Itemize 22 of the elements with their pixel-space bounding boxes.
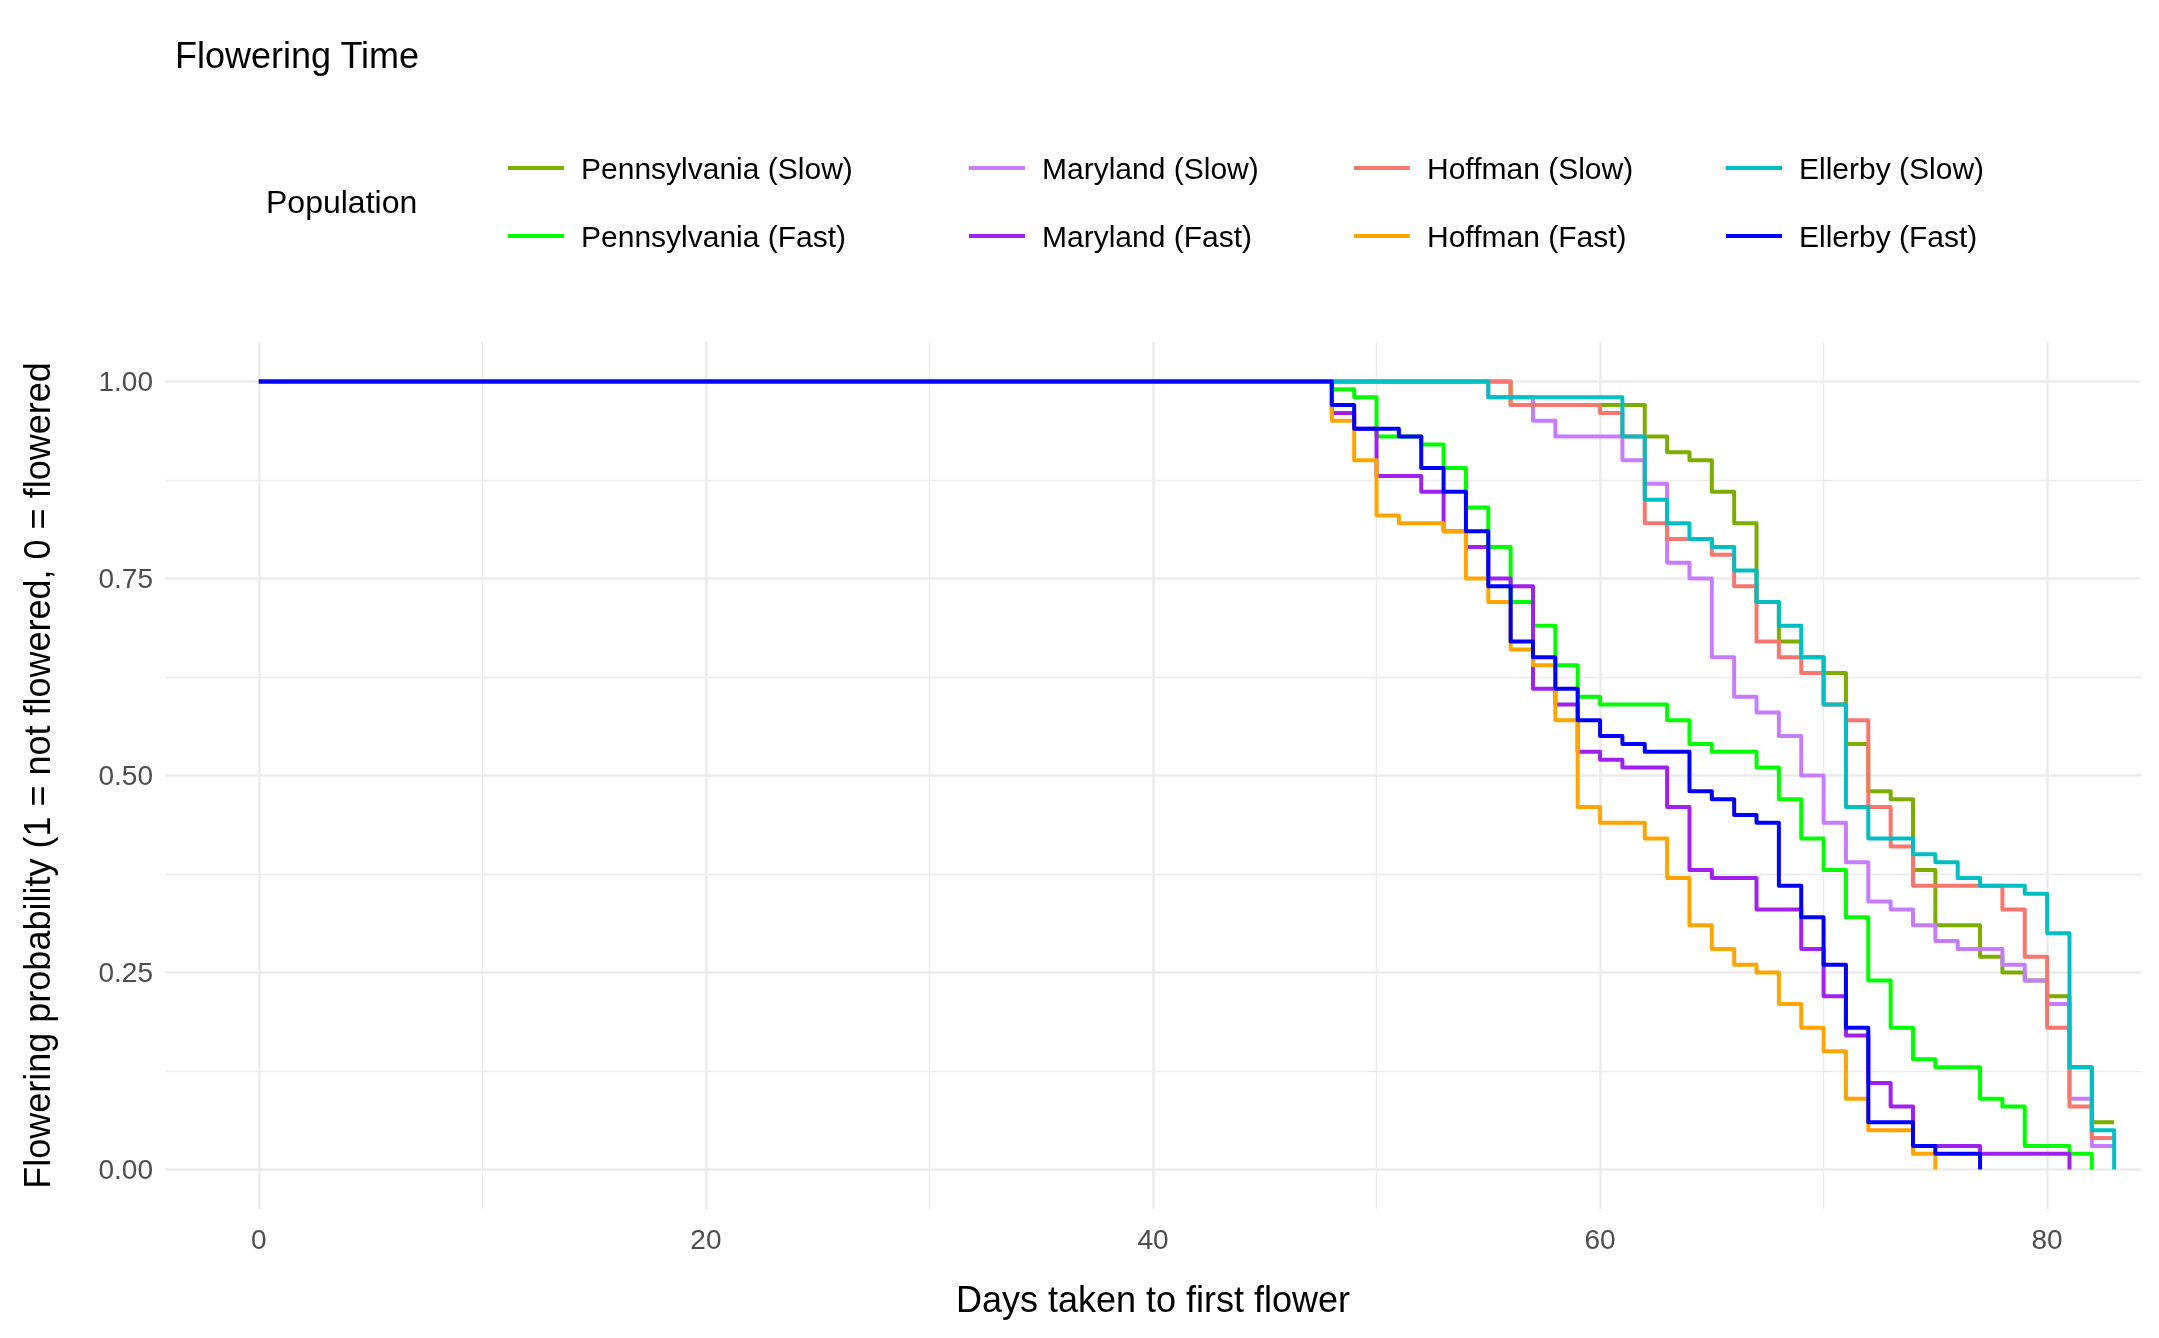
x-tick-label: 40	[1137, 1223, 1169, 1255]
legend-title: Population	[266, 184, 418, 220]
x-axis-title: Days taken to first flower	[955, 1278, 1351, 1320]
legend-label: Pennsylvania (Fast)	[581, 219, 847, 253]
x-tick-label: 0	[251, 1223, 267, 1255]
legend-label: Ellerby (Fast)	[1799, 219, 1978, 253]
x-tick-label: 60	[1584, 1223, 1616, 1255]
y-axis-title: Flowering probability (1 = not flowered, 0 = flowered	[16, 362, 58, 1189]
y-tick-label: 1.00	[98, 365, 153, 397]
legend-label: Hoffman (Slow)	[1427, 151, 1634, 185]
y-tick-label: 0.00	[98, 1154, 153, 1186]
x-tick-label: 20	[690, 1223, 722, 1255]
x-tick-label: 80	[2031, 1223, 2063, 1255]
legend-label: Hoffman (Fast)	[1427, 219, 1627, 253]
legend-label: Maryland (Slow)	[1042, 151, 1259, 185]
legend-label: Pennsylvania (Slow)	[581, 151, 853, 185]
legend-label: Ellerby (Slow)	[1799, 151, 1985, 185]
chart-title: Flowering Time	[175, 34, 420, 76]
legend-label: Maryland (Fast)	[1042, 219, 1253, 253]
y-tick-label: 0.75	[98, 562, 153, 594]
y-tick-label: 0.25	[98, 957, 153, 989]
y-tick-label: 0.50	[98, 760, 153, 791]
